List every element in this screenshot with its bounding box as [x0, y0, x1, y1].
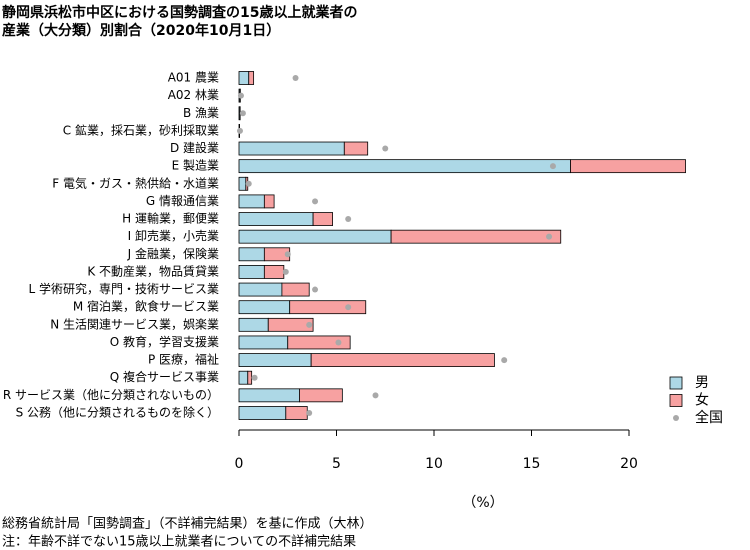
- category-label: I 卸売業，小売業: [128, 228, 219, 243]
- category-label: M 宿泊業，飲食サービス業: [73, 299, 219, 314]
- point: [345, 304, 352, 311]
- legend-swatch: [673, 415, 679, 421]
- x-tick-label: 10: [425, 456, 443, 472]
- category-label: O 教育，学習支援業: [110, 334, 219, 349]
- x-axis-label: （%）: [462, 495, 503, 511]
- point: [549, 163, 556, 170]
- bar: [247, 370, 253, 385]
- bar: [287, 335, 351, 350]
- category-label: B 漁業: [183, 106, 219, 120]
- point: [284, 251, 291, 258]
- point: [245, 180, 252, 187]
- category-label: D 建設業: [170, 140, 219, 155]
- point: [335, 339, 342, 346]
- bar: [312, 212, 334, 226]
- x-tick-label: 0: [235, 456, 244, 472]
- bar: [390, 229, 562, 244]
- bar: [238, 212, 314, 226]
- bar: [238, 229, 392, 244]
- category-label: A02 林業: [168, 88, 219, 102]
- category-label: J 金融業，保険業: [127, 246, 219, 261]
- point: [546, 233, 553, 240]
- bar: [238, 265, 265, 279]
- category-label: H 運輸業，郵便業: [122, 211, 219, 226]
- category-label: C 鉱業，採石業，砂利採取業: [63, 122, 219, 137]
- bar: [238, 353, 312, 367]
- category-label: S 公務（他に分類されるものを除く）: [16, 404, 219, 419]
- point: [345, 216, 352, 223]
- legend-swatch: [669, 376, 683, 390]
- bar: [343, 141, 369, 156]
- bar: [238, 388, 300, 403]
- bar: [267, 317, 314, 332]
- x-tick-label: 20: [620, 456, 638, 472]
- legend-label: 男: [695, 375, 709, 391]
- bar: [238, 317, 269, 332]
- point: [282, 268, 289, 275]
- category-label: Q 複合サービス事業: [110, 369, 219, 384]
- category-label: P 医療，福祉: [148, 352, 219, 367]
- bar: [238, 141, 345, 156]
- point: [312, 286, 319, 293]
- chart-title: 産業（大分類）別割合（2020年10月1日）: [2, 22, 280, 39]
- point: [236, 127, 243, 134]
- category-label: K 不動産業，物品賃貸業: [87, 263, 219, 278]
- bar: [238, 406, 287, 420]
- point: [292, 75, 299, 81]
- bar: [238, 176, 247, 191]
- category-label: N 生活関連サービス業，娯楽業: [50, 317, 219, 331]
- category-label: L 学術研究，専門・技術サービス業: [28, 281, 219, 296]
- bar: [238, 335, 289, 350]
- legend-swatch: [669, 394, 683, 407]
- category-label: G 情報通信業: [146, 194, 219, 208]
- x-tick-label: 5: [332, 456, 341, 472]
- point: [312, 198, 319, 205]
- category-label: A01 農業: [168, 71, 219, 85]
- point: [237, 92, 244, 99]
- category-label: R サービス業（他に分類されないもの）: [3, 388, 219, 402]
- bar: [248, 71, 255, 85]
- bar: [310, 353, 495, 367]
- bar: [238, 370, 249, 385]
- note: 総務省統計局「国勢調査」（不詳補完結果）を基に作成（大林）: [2, 516, 373, 532]
- bar: [238, 71, 250, 85]
- point: [239, 110, 246, 117]
- bar: [263, 194, 275, 209]
- point: [382, 145, 389, 152]
- legend-label: 女: [695, 392, 709, 409]
- category-label: E 製造業: [172, 159, 219, 173]
- bar: [263, 265, 285, 279]
- bar: [238, 300, 291, 315]
- bar: [238, 159, 571, 174]
- bar: [238, 194, 265, 209]
- point: [251, 374, 258, 381]
- bar: [238, 282, 283, 297]
- point: [306, 409, 313, 416]
- bar: [299, 388, 343, 403]
- bar: [285, 406, 308, 420]
- note: 注：年齢不詳でない15歳以上就業者についての不詳補完結果: [2, 534, 356, 550]
- x-tick-label: 15: [523, 456, 541, 472]
- point: [306, 321, 313, 328]
- bar: [238, 247, 265, 262]
- category-label: F 電気・ガス・熱供給・水道業: [52, 175, 219, 190]
- bar: [570, 159, 686, 174]
- bar: [289, 300, 367, 315]
- point: [372, 392, 379, 399]
- bar: [281, 282, 310, 297]
- legend-label: 全国: [695, 409, 723, 426]
- point: [501, 357, 508, 364]
- chart-title: 静岡県浜松市中区における国勢調査の15歳以上就業者の: [2, 4, 357, 21]
